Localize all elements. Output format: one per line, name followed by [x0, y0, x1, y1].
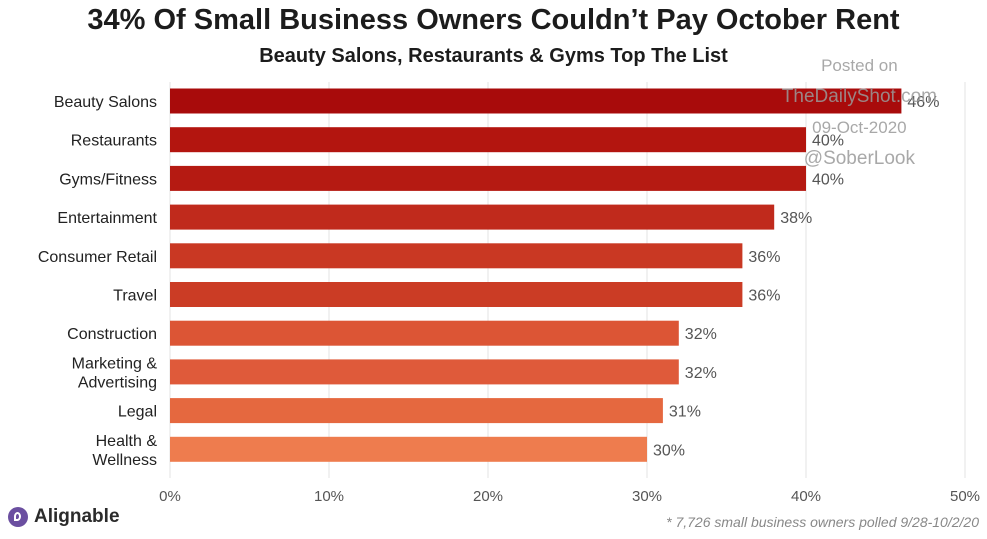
value-label: 38%	[780, 210, 812, 227]
x-tick-label: 40%	[791, 488, 821, 505]
bar	[170, 436, 647, 462]
value-label: 31%	[669, 404, 701, 421]
x-tick-label: 50%	[950, 488, 980, 505]
value-label: 46%	[907, 94, 939, 111]
brand-name: Alignable	[34, 506, 120, 527]
category-label: Entertainment	[57, 210, 157, 227]
category-label: Consumer Retail	[38, 249, 157, 266]
chart-title: 34% Of Small Business Owners Couldn’t Pa…	[87, 4, 900, 36]
value-label: 40%	[812, 133, 844, 150]
value-label: 40%	[812, 171, 844, 188]
bar	[170, 88, 902, 114]
x-tick-label: 0%	[159, 488, 181, 505]
bar	[170, 127, 806, 153]
x-tick-label: 30%	[632, 488, 662, 505]
category-label: Legal	[118, 404, 157, 421]
category-label: Gyms/Fitness	[59, 171, 157, 188]
x-tick-label: 20%	[473, 488, 503, 505]
value-label: 32%	[685, 326, 717, 343]
category-label: Travel	[113, 288, 157, 305]
value-label: 36%	[748, 288, 780, 305]
value-label: 30%	[653, 442, 685, 459]
value-label: 32%	[685, 365, 717, 382]
chart-subtitle: Beauty Salons, Restaurants & Gyms Top Th…	[259, 45, 728, 67]
bar	[170, 320, 679, 346]
value-label: 36%	[748, 249, 780, 266]
bar	[170, 243, 743, 269]
bar	[170, 282, 743, 307]
category-label: Beauty Salons	[54, 94, 157, 111]
alignable-logo-icon	[8, 507, 28, 527]
brand-logo: Alignable	[8, 506, 120, 528]
bar	[170, 398, 663, 424]
bar	[170, 204, 775, 230]
category-label: Construction	[67, 326, 157, 343]
category-label: Health & Wellness	[92, 433, 157, 469]
bar	[170, 165, 806, 191]
category-label: Restaurants	[71, 133, 157, 150]
category-label: Marketing & Advertising	[72, 355, 158, 391]
x-tick-label: 10%	[314, 488, 344, 505]
bar	[170, 359, 679, 385]
footnote: * 7,726 small business owners polled 9/2…	[666, 514, 979, 530]
